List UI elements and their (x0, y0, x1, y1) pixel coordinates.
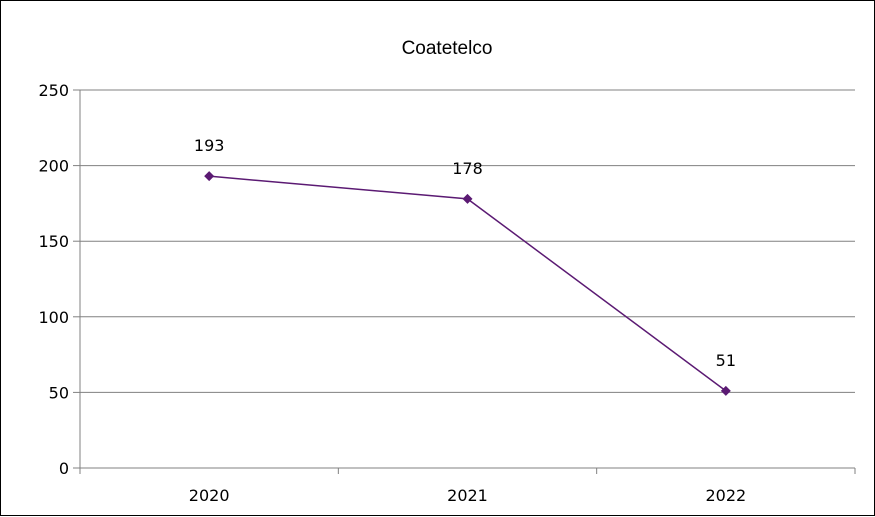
axes (73, 89, 856, 474)
y-tick-label-100: 100 (38, 308, 69, 327)
data-label-2022: 51 (716, 351, 736, 370)
y-tick-label-150: 150 (38, 232, 69, 251)
y-tick-label-0: 0 (59, 459, 69, 478)
data-point-2021 (462, 193, 473, 204)
y-tick-labels: 0 50 100 150 200 250 (38, 81, 69, 478)
chart-title: Coatetelco (402, 38, 493, 59)
y-tick-label-200: 200 (38, 157, 69, 176)
data-labels-group: 193 178 51 (194, 136, 736, 370)
y-tick-label-50: 50 (49, 383, 69, 402)
series-line-0 (209, 175, 727, 392)
data-label-2020: 193 (194, 136, 225, 155)
x-tick-label-2022: 2022 (705, 486, 746, 505)
data-point-2020 (204, 171, 215, 182)
series-group (204, 171, 731, 396)
data-point-2022 (720, 385, 731, 396)
y-tick-label-250: 250 (38, 81, 69, 100)
x-tick-label-2020: 2020 (189, 486, 230, 505)
x-tick-labels: 2020 2021 2022 (189, 486, 746, 505)
data-label-2021: 178 (452, 159, 483, 178)
x-tick-label-2021: 2021 (447, 486, 488, 505)
